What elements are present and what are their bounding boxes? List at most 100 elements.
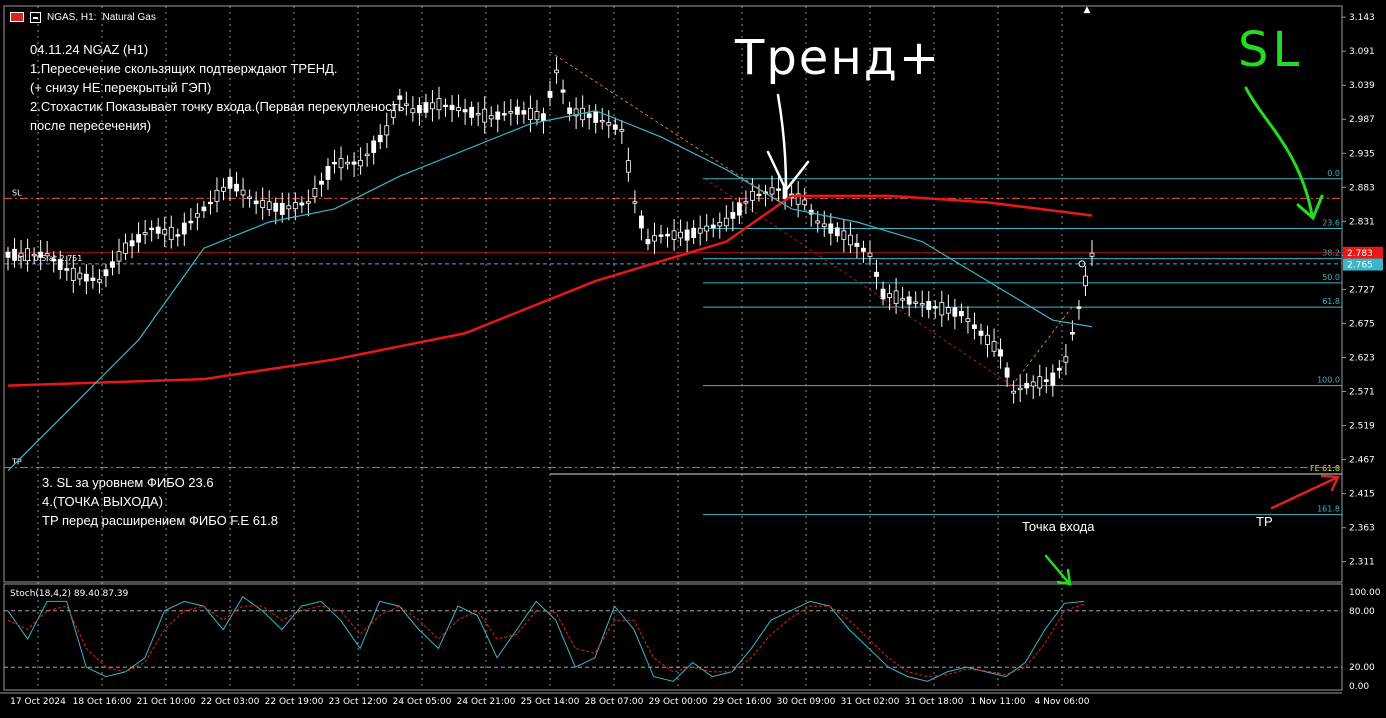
- note-line: 2.Стохастик Показывает точку входа.(Перв…: [30, 99, 405, 114]
- candle-body: [234, 183, 239, 192]
- candle-body: [639, 215, 644, 229]
- candle-body: [821, 223, 827, 228]
- candle-body: [736, 202, 742, 216]
- candle-body: [436, 98, 442, 111]
- candle-body: [750, 190, 755, 201]
- candle-body: [1017, 387, 1023, 391]
- symbol-label: NGAS, H1:: [47, 11, 97, 23]
- candle-body: [612, 124, 618, 130]
- note-line: 3. SL за уровнем ФИБО 23.6: [42, 475, 214, 490]
- instrument-description: Natural Gas: [102, 11, 156, 23]
- candle-body: [12, 248, 17, 261]
- candle-body: [691, 227, 697, 238]
- sl-arrow-icon: [1244, 86, 1324, 221]
- candle-body: [900, 298, 906, 301]
- x-tick-label: 17 Oct 2024: [10, 697, 66, 707]
- fibo-level-label: 50.0: [1322, 273, 1340, 282]
- candle-body: [599, 119, 605, 123]
- candle-body: [952, 307, 958, 317]
- candle-body: [743, 201, 749, 204]
- main-panel-frame: [3, 5, 1343, 583]
- candle-body: [129, 240, 135, 247]
- candle-body: [488, 115, 494, 120]
- trend-arrow-icon: [766, 93, 810, 193]
- x-tick-label: 29 Oct 16:00: [713, 697, 772, 707]
- candle-body: [554, 69, 559, 74]
- candle-body: [194, 213, 200, 218]
- candle-body: [514, 106, 520, 115]
- fibo-level-label: 0.0: [1327, 169, 1340, 178]
- candle-body: [188, 220, 194, 224]
- candle-body: [64, 268, 70, 271]
- y-tick-label: 3.091: [1349, 47, 1375, 57]
- candle-body: [541, 113, 546, 122]
- candle-body: [358, 159, 364, 167]
- candle-body: [841, 230, 847, 240]
- x-tick-label: 23 Oct 12:00: [329, 697, 388, 707]
- candle-body: [443, 104, 448, 108]
- candle-body: [162, 229, 168, 235]
- candle-body: [1050, 372, 1056, 386]
- candle-body: [338, 158, 344, 169]
- x-tick-label: 21 Oct 10:00: [137, 697, 196, 707]
- candle-body: [1056, 367, 1062, 371]
- y-tick-label: 2.935: [1349, 149, 1375, 159]
- stochastic-label: Stoch(18,4,2) 89.40 87.39: [10, 589, 129, 599]
- candle-body: [332, 162, 337, 165]
- candle-body: [834, 227, 840, 237]
- fibo-level-label: 100.0: [1317, 376, 1340, 385]
- x-tick-label: 31 Oct 18:00: [905, 697, 964, 707]
- note-line: 04.11.24 NGAZ (H1): [30, 42, 149, 57]
- candle-body: [978, 330, 984, 336]
- candle-body: [97, 279, 102, 283]
- sl-handwritten-label: SL: [1238, 22, 1304, 78]
- fibo-diagonal: [1011, 306, 1073, 386]
- entry-marker: [1078, 260, 1086, 268]
- candle-body: [305, 201, 311, 204]
- candle-body: [632, 201, 638, 204]
- candle-body: [815, 220, 821, 224]
- note-line: после пересечения): [30, 118, 152, 133]
- note-line: 4.(ТОЧКА ВЫХОДА): [42, 494, 163, 509]
- y-tick-label: 3.143: [1349, 13, 1375, 23]
- candle-body: [253, 200, 259, 205]
- x-tick-label: 24 Oct 21:00: [457, 697, 516, 707]
- candle-body: [1063, 356, 1069, 363]
- candle-body: [25, 248, 30, 262]
- candle-body: [57, 259, 63, 270]
- x-tick-label: 18 Oct 16:00: [73, 697, 132, 707]
- candle-body: [945, 307, 951, 314]
- entry-arrow-icon: [1044, 554, 1072, 586]
- candle-body: [18, 252, 24, 257]
- notes-top: 04.11.24 NGAZ (H1) 1.Пересечение скользя…: [30, 40, 404, 135]
- candle-body: [645, 239, 651, 245]
- candle-body: [175, 234, 181, 237]
- candle-body: [312, 188, 318, 198]
- x-tick-label: 30 Oct 09:00: [777, 697, 836, 707]
- candle-body: [560, 89, 566, 93]
- candle-body: [319, 180, 324, 185]
- candle-body: [697, 227, 703, 234]
- candle-body: [1011, 390, 1017, 394]
- candle-body: [861, 247, 866, 252]
- candle-body: [416, 104, 422, 114]
- note-line: 1.Пересечение скользящих подтверждают ТР…: [30, 61, 338, 76]
- candle-body: [802, 199, 808, 206]
- candle-body: [51, 259, 57, 262]
- candle-body: [38, 251, 44, 258]
- candle-body: [567, 107, 572, 114]
- candle-body: [266, 201, 272, 210]
- candle-body: [279, 202, 285, 215]
- candle-body: [965, 318, 971, 323]
- fibo-diagonal: [704, 178, 1013, 386]
- candle-body: [90, 277, 96, 281]
- x-tick-label: 29 Oct 00:00: [649, 697, 708, 707]
- candle-body: [410, 108, 416, 114]
- candle-body: [390, 110, 396, 118]
- candle-body: [247, 196, 253, 199]
- candle-body: [652, 235, 657, 242]
- candle-body: [456, 107, 461, 111]
- candle-body: [769, 187, 775, 195]
- candle-body: [593, 111, 599, 123]
